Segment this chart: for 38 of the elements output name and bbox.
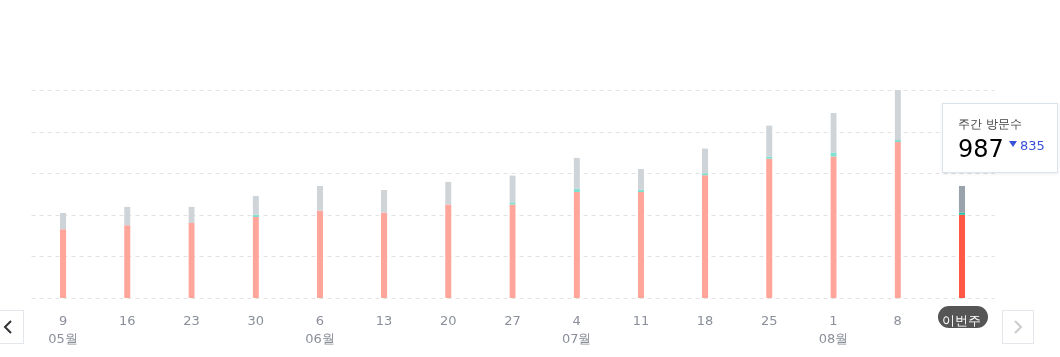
x-tick-label: 20 <box>440 312 457 328</box>
x-tick-label: 18 <box>696 312 714 328</box>
tooltip-box: 주간 방문수 987 835 <box>942 103 1058 173</box>
text: 05월 <box>48 331 78 346</box>
text: 07월 <box>561 331 592 346</box>
bar <box>59 212 67 230</box>
x-tick-label: 8 <box>893 312 902 328</box>
bar <box>830 152 837 157</box>
bar <box>316 185 324 211</box>
bar <box>958 214 966 298</box>
x-tick-label: 이번주 <box>942 312 982 328</box>
bar <box>59 229 67 298</box>
x-tick-label: 6 <box>315 312 325 328</box>
bar <box>701 148 709 174</box>
annotation: 주간 방문수 <box>958 116 1022 133</box>
bar <box>958 185 966 213</box>
x-tick-label: 16 <box>119 312 136 328</box>
x-tick-label: 23 <box>183 312 200 328</box>
x-tick-label: 30 <box>247 312 264 328</box>
bar <box>637 169 645 190</box>
text: 08월 <box>818 331 849 346</box>
bar <box>637 189 645 192</box>
x-tick-label: 25 <box>761 312 778 328</box>
x-tick-label: 27 <box>504 312 521 328</box>
annotation: 987 <box>958 135 1004 163</box>
bar <box>637 191 645 298</box>
bar <box>701 175 709 298</box>
x-tick-label: 1 <box>829 312 838 328</box>
x-tick-label: 9 <box>58 312 68 328</box>
x-tick-label: 11 <box>632 312 650 328</box>
x-tick-label: 13 <box>375 312 393 328</box>
bar <box>316 210 324 298</box>
text: 06월 <box>305 331 335 346</box>
bar <box>380 189 388 213</box>
x-tick-label: 4 <box>572 312 581 328</box>
bar <box>380 212 388 298</box>
bar <box>958 212 966 215</box>
bar <box>701 173 709 176</box>
